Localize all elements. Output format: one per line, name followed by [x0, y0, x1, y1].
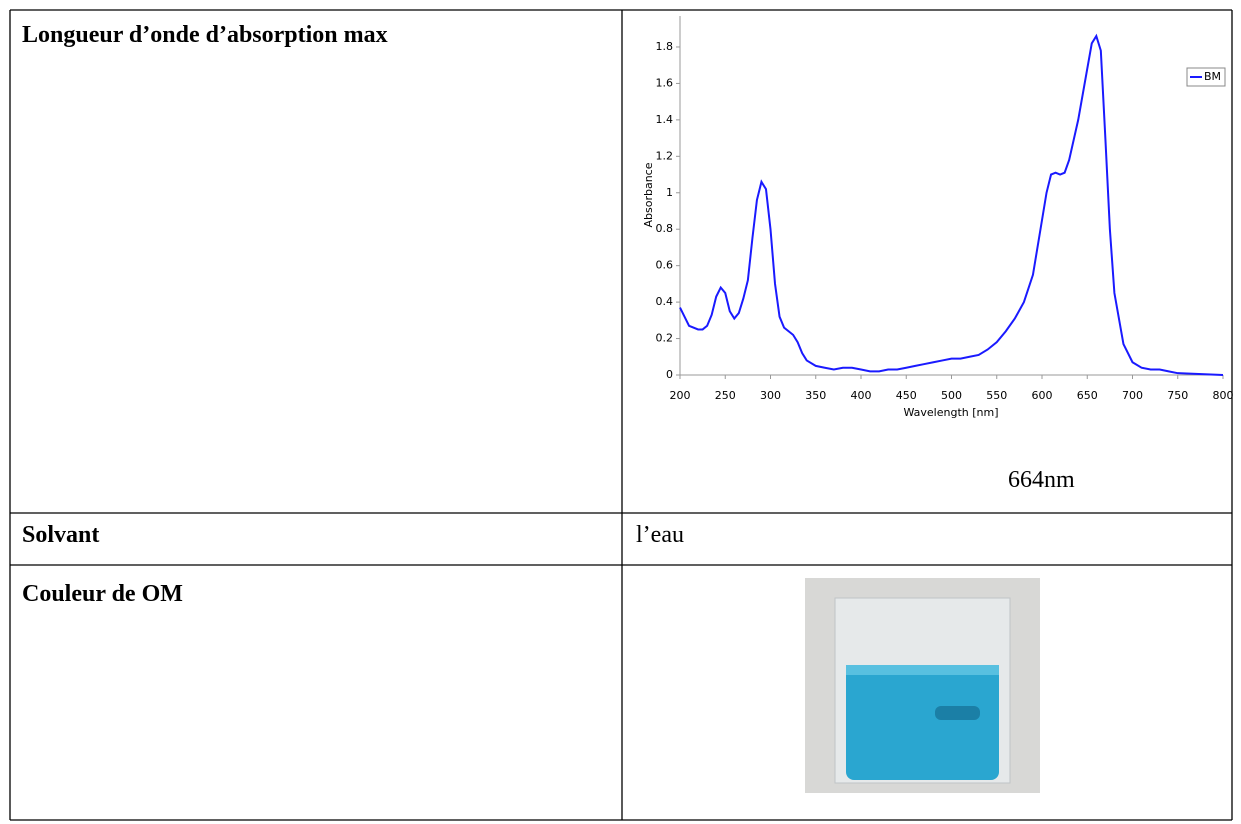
series-line [679, 33, 1224, 376]
y-tick-label: 1.4 [656, 113, 674, 126]
y-tick-label: 1.2 [656, 149, 674, 162]
x-tick-label: 800 [1213, 389, 1234, 402]
x-tick-label: 200 [670, 389, 691, 402]
legend-box [1186, 67, 1226, 87]
beaker-photo [805, 578, 1040, 793]
x-tick-label: 400 [851, 389, 872, 402]
legend-label: BM [1204, 70, 1221, 83]
annotation: 664nm [1008, 467, 1075, 493]
y-tick-label: 0.2 [656, 332, 674, 345]
y-tick-label: 1.6 [656, 76, 674, 89]
y-tick-label: 0 [666, 368, 673, 381]
row-label: Longueur d’onde d’absorption max [22, 22, 388, 48]
x-tick-label: 650 [1077, 389, 1098, 402]
x-tick-label: 450 [896, 389, 917, 402]
y-tick-label: 1 [666, 186, 673, 199]
x-tick-label: 300 [760, 389, 781, 402]
x-tick-label: 350 [805, 389, 826, 402]
y-tick-label: 0.6 [656, 259, 674, 272]
y-tick-label: 0.4 [656, 295, 674, 308]
y-tick-label: 0.8 [656, 222, 674, 235]
x-tick-label: 700 [1122, 389, 1143, 402]
row-label: Solvant [22, 522, 99, 548]
row-label: Couleur de OM [22, 581, 183, 607]
table-borders [9, 9, 1233, 821]
x-tick-label: 500 [941, 389, 962, 402]
x-tick-label: 600 [1032, 389, 1053, 402]
y-tick-label: 1.8 [656, 40, 674, 53]
x-axis-label: Wavelength [nm] [903, 406, 998, 419]
x-tick-label: 750 [1167, 389, 1188, 402]
x-tick-label: 250 [715, 389, 736, 402]
cell-text: l’eau [636, 522, 684, 548]
x-tick-label: 550 [986, 389, 1007, 402]
y-axis-label: Absorbance [642, 162, 655, 227]
